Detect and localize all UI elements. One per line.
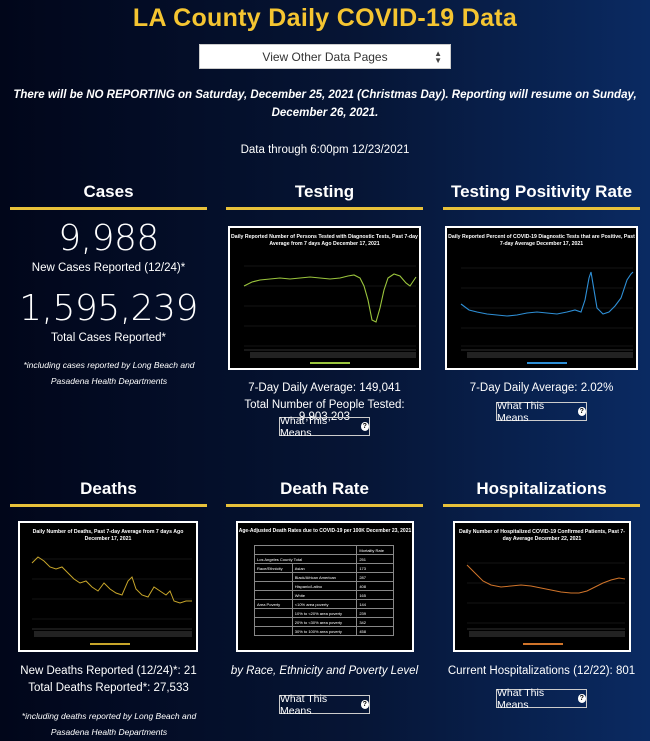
hosp-chart-svg: [466, 562, 626, 645]
row-value: 458: [356, 626, 394, 636]
total-cases-value: 1,595,239: [19, 288, 198, 329]
select-arrows-icon: ▲ ▼: [434, 49, 442, 65]
row-group: [254, 590, 293, 600]
death-rate-caption: by Race, Ethnicity and Poverty Level: [230, 665, 419, 677]
testing-legend: [310, 362, 350, 364]
positivity-line: [460, 271, 634, 317]
hosp-chart-title: Daily Number of Hospitalized COVID-19 Co…: [458, 529, 626, 542]
row-value: 342: [356, 617, 394, 627]
question-icon: ?: [360, 422, 369, 431]
reporting-notice: There will be NO REPORTING on Saturday, …: [13, 89, 637, 119]
positivity-chart-title: Daily Reported Percent of COVID-19 Diagn…: [448, 234, 635, 247]
new-cases-value: 9,988: [58, 218, 159, 259]
row-group: [254, 581, 293, 591]
deaths-legend: [90, 643, 130, 645]
row-group: [254, 572, 293, 582]
deaths-heading: Deaths: [80, 479, 137, 498]
positivity-avg: 7-Day Daily Average: 2.02%: [469, 382, 614, 394]
button-label: What This Means: [280, 692, 328, 717]
deaths-xaxis-ticks: [34, 631, 192, 637]
deaths-chart-svg: [31, 556, 192, 645]
hosp-rule: [443, 504, 640, 507]
total-deaths-text: Total Deaths Reported*: 27,533: [28, 682, 189, 694]
cases-footnote: *including cases reported by Long Beach …: [23, 360, 195, 386]
row-value: 144: [356, 599, 394, 609]
death-rate-rule: [226, 504, 423, 507]
positivity-heading: Testing Positivity Rate: [450, 182, 633, 201]
deaths-line: [31, 556, 192, 604]
hosp-legend: [523, 643, 563, 645]
positivity-what-this-means-button[interactable]: What This Means ?: [496, 399, 587, 424]
row-value: 165: [356, 590, 394, 600]
testing-xaxis-ticks: [250, 352, 416, 358]
death-rate-table-title: Age-Adjusted Death Rates due to COVID-19…: [238, 528, 412, 534]
question-icon: ?: [577, 407, 586, 416]
death-rate-table[interactable]: Age-Adjusted Death Rates due to COVID-19…: [236, 521, 414, 652]
row-name: Asian: [291, 563, 358, 573]
table-col-header: Mortality Rate: [356, 545, 394, 555]
testing-line: [243, 273, 417, 323]
positivity-legend: [527, 362, 567, 364]
county-label: Los Angeles County Total: [253, 554, 358, 564]
row-value: 408: [356, 581, 394, 591]
row-name: White: [291, 590, 358, 600]
testing-chart-svg: [243, 265, 417, 364]
deaths-footnote: *including deaths reported by Long Beach…: [21, 711, 197, 737]
positivity-chart-svg: [460, 267, 634, 364]
positivity-xaxis-ticks: [467, 352, 633, 358]
button-label: What This Means: [497, 399, 545, 424]
row-name: Hispanic/Latino: [291, 581, 358, 591]
cases-heading: Cases: [83, 182, 134, 201]
testing-what-this-means-button[interactable]: What This Means ?: [279, 414, 370, 439]
row-value: 173: [356, 563, 394, 573]
view-other-pages-select[interactable]: View Other Data Pages ▲ ▼: [199, 44, 451, 69]
button-label: What This Means: [280, 414, 328, 439]
row-name: 30% to 100% area poverty: [291, 626, 358, 636]
cases-rule: [10, 207, 207, 210]
deaths-chart[interactable]: Daily Number of Deaths, Past 7-day Avera…: [18, 521, 198, 652]
row-group: [254, 626, 293, 636]
row-name: Black/African American: [291, 572, 358, 582]
row-group: Race/Ethnicity: [254, 563, 293, 573]
county-value: 251: [356, 554, 394, 564]
testing-rule: [226, 207, 423, 210]
table-header-blank: [253, 545, 358, 555]
hosp-heading: Hospitalizations: [476, 479, 607, 498]
total-cases-label: Total Cases Reported*: [50, 332, 167, 344]
hosp-what-this-means-button[interactable]: What This Means ?: [496, 686, 587, 711]
row-group: Area Poverty: [254, 599, 293, 609]
row-name: <10% area poverty: [291, 599, 358, 609]
row-value: 287: [356, 572, 394, 582]
page-title: LA County Daily COVID-19 Data: [132, 4, 518, 32]
testing-chart[interactable]: Daily Reported Number of Persons Tested …: [228, 226, 421, 370]
row-name: 20% to <30% area poverty: [291, 617, 358, 627]
hosp-xaxis-ticks: [469, 631, 625, 637]
deaths-chart-title: Daily Number of Deaths, Past 7-day Avera…: [32, 529, 184, 542]
death-rate-what-this-means-button[interactable]: What This Means ?: [279, 692, 370, 717]
question-icon: ?: [577, 694, 586, 703]
question-icon: ?: [360, 700, 369, 709]
positivity-chart[interactable]: Daily Reported Percent of COVID-19 Diagn…: [445, 226, 638, 370]
current-hosp-text: Current Hospitalizations (12/22): 801: [447, 665, 636, 677]
hosp-chart[interactable]: Daily Number of Hospitalized COVID-19 Co…: [453, 521, 631, 652]
select-label: View Other Data Pages: [262, 49, 388, 64]
hosp-line: [466, 564, 626, 594]
new-deaths-text: New Deaths Reported (12/24)*: 21: [20, 665, 197, 677]
death-rate-heading: Death Rate: [280, 479, 369, 498]
row-value: 239: [356, 608, 394, 618]
new-cases-label: New Cases Reported (12/24)*: [31, 262, 186, 274]
button-label: What This Means: [497, 686, 545, 711]
deaths-rule: [10, 504, 207, 507]
row-group: [254, 617, 293, 627]
testing-chart-title: Daily Reported Number of Persons Tested …: [231, 234, 418, 247]
data-through-text: Data through 6:00pm 12/23/2021: [240, 144, 410, 156]
row-name: 10% to <20% area poverty: [291, 608, 358, 618]
death-rate-grid: Mortality Rate Los Angeles County Total 2…: [253, 545, 394, 636]
testing-avg: 7-Day Daily Average: 149,041: [248, 382, 401, 394]
testing-heading: Testing: [294, 182, 355, 201]
positivity-rule: [443, 207, 640, 210]
row-group: [254, 608, 293, 618]
